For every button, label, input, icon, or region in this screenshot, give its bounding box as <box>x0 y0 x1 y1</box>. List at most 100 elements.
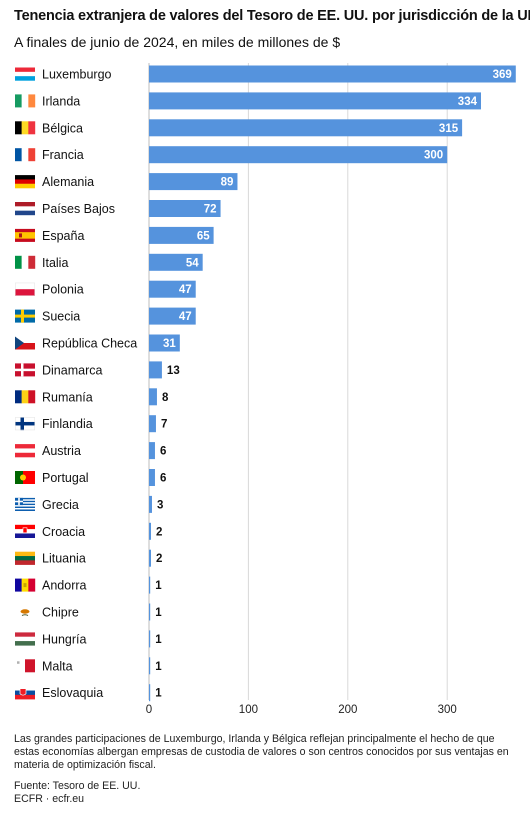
sweden-flag-icon <box>15 309 35 323</box>
category-labels: Luxemburgo Irlanda Bélgica Francia Alemania P… <box>42 68 137 701</box>
ireland-flag-icon <box>15 94 36 108</box>
value-label: 72 <box>204 204 217 216</box>
category-label: Alemania <box>42 175 94 189</box>
value-label: 300 <box>424 150 443 162</box>
chart-title: Tenencia extranjera de valores del Tesor… <box>14 8 530 24</box>
category-label: España <box>42 229 84 243</box>
category-label: Malta <box>42 659 73 673</box>
bar <box>149 253 203 271</box>
bar <box>149 307 196 325</box>
bar <box>149 119 463 137</box>
czechia-flag-icon <box>15 336 35 350</box>
greece-flag-icon <box>15 497 35 511</box>
bar <box>149 657 151 675</box>
category-label: Austria <box>42 444 81 458</box>
value-label: 1 <box>155 580 162 592</box>
category-label: Chipre <box>42 606 79 620</box>
category-label: Rumanía <box>42 390 93 404</box>
category-label: Eslovaquia <box>42 686 103 700</box>
value-label: 369 <box>493 69 512 81</box>
category-label: Portugal <box>42 471 89 485</box>
bar <box>149 361 162 379</box>
croatia-flag-icon <box>15 524 35 538</box>
value-label: 89 <box>221 177 234 189</box>
footnote: Las grandes participaciones de Luxemburg… <box>14 733 509 771</box>
romania-flag-icon <box>15 390 36 404</box>
poland-flag-icon <box>15 282 35 296</box>
bar <box>149 334 180 352</box>
bar <box>149 415 156 433</box>
flags <box>15 67 36 700</box>
category-label: Finlandia <box>42 417 93 431</box>
bar <box>149 388 157 406</box>
publisher-line: ECFR · ecfr.eu <box>14 793 85 805</box>
bar <box>149 684 151 702</box>
value-label: 3 <box>157 499 163 511</box>
bar <box>149 280 196 298</box>
cyprus-flag-icon <box>15 605 35 619</box>
italy-flag-icon <box>15 255 36 269</box>
category-label: Suecia <box>42 310 80 324</box>
x-tick-label: 300 <box>438 704 457 716</box>
category-label: República Checa <box>42 337 137 351</box>
category-label: Andorra <box>42 579 87 593</box>
value-label: 2 <box>156 553 162 565</box>
finland-flag-icon <box>15 417 35 431</box>
source-line: Fuente: Tesoro de EE. UU. <box>14 780 141 792</box>
bar <box>149 146 448 164</box>
category-label: Lituania <box>42 552 86 566</box>
austria-flag-icon <box>15 444 35 458</box>
bar <box>149 65 516 83</box>
malta-flag-icon <box>15 659 35 673</box>
andorra-flag-icon <box>15 578 36 592</box>
lithuania-flag-icon <box>15 551 35 565</box>
value-label: 1 <box>155 634 162 646</box>
category-label: Grecia <box>42 498 79 512</box>
value-label: 65 <box>197 230 210 242</box>
category-label: Países Bajos <box>42 202 115 216</box>
value-label: 31 <box>163 338 176 350</box>
value-label: 1 <box>155 661 162 673</box>
bar <box>149 549 151 567</box>
bar <box>149 522 151 540</box>
bar <box>149 630 151 648</box>
value-label: 47 <box>179 284 192 296</box>
chart-subtitle: A finales de junio de 2024, en miles de … <box>14 34 341 50</box>
value-label: 6 <box>160 446 166 458</box>
category-label: Irlanda <box>42 94 80 108</box>
bar <box>149 226 214 244</box>
value-label: 13 <box>167 365 180 377</box>
category-label: Luxemburgo <box>42 68 112 82</box>
category-label: Hungría <box>42 632 87 646</box>
x-tick-label: 100 <box>239 704 258 716</box>
category-label: Polonia <box>42 283 84 297</box>
x-tick-label: 200 <box>338 704 357 716</box>
bar <box>149 200 221 217</box>
value-label: 1 <box>155 688 162 700</box>
value-label: 47 <box>179 311 192 323</box>
value-label: 315 <box>439 123 459 135</box>
value-label: 334 <box>458 96 478 108</box>
gridlines <box>148 63 448 700</box>
germany-flag-icon <box>15 175 35 189</box>
france-flag-icon <box>15 148 36 162</box>
value-label: 6 <box>160 473 166 485</box>
category-label: Dinamarca <box>42 363 102 377</box>
bar <box>149 92 481 110</box>
spain-flag-icon <box>15 228 35 242</box>
luxembourg-flag-icon <box>15 67 35 81</box>
bar <box>149 442 155 460</box>
bar <box>149 173 238 191</box>
bars: 369 334 315 300 89 72 65 54 47 47 31 13 8 7 6 6 3 2 2 1 1 1 1 1 <box>149 65 516 702</box>
bar <box>149 576 151 594</box>
netherlands-flag-icon <box>15 202 35 216</box>
value-label: 2 <box>156 526 162 538</box>
bar <box>149 495 152 513</box>
value-label: 8 <box>162 392 169 404</box>
slovakia-flag-icon <box>15 686 35 700</box>
value-label: 54 <box>186 257 199 269</box>
value-label: 7 <box>161 419 167 431</box>
portugal-flag-icon <box>15 471 35 484</box>
bar <box>149 469 155 486</box>
bar <box>149 603 151 621</box>
